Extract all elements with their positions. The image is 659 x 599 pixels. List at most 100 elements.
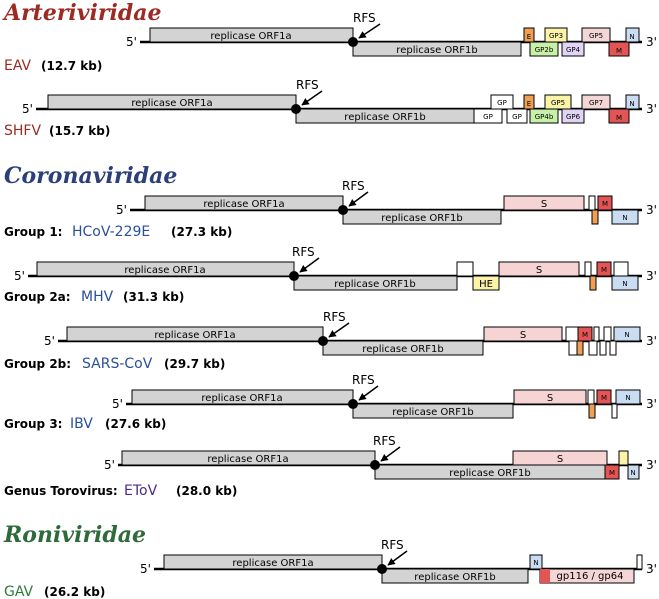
gene-gp3-label: GP3 [549, 32, 563, 40]
orf1a-box [149, 27, 354, 43]
gene-s-label: S [547, 393, 553, 404]
orf1a-label: replicase ORF1a [207, 454, 288, 465]
gene-n [529, 554, 543, 570]
orf1a-label: replicase ORF1a [154, 330, 235, 341]
gene-m [596, 389, 612, 405]
orf1b-label: replicase ORF1b [392, 407, 473, 418]
genome-size: (15.7 kb) [49, 124, 110, 138]
gene-m-label: M [601, 394, 607, 402]
gene-n-label: N [533, 559, 538, 567]
gene-n-label: N [624, 331, 629, 339]
orf1b-box [381, 568, 529, 584]
orf1a-box [36, 261, 295, 277]
gene-e [523, 94, 535, 110]
genome-hcov-229e: 5' 3' replicase ORF1a replicase ORF1b RF… [4, 179, 657, 240]
rfs-label: RFS [296, 78, 319, 92]
gene-n-label: N [629, 33, 634, 41]
gene-accessory-2 [456, 261, 474, 277]
orf1b-label: replicase ORF1b [334, 279, 415, 290]
gene-he [472, 275, 500, 291]
orf1a-box [163, 554, 383, 570]
family-title-roniviridae: Roniviridae [3, 522, 146, 548]
gene-n [611, 275, 639, 291]
rfs-dot [348, 399, 358, 409]
gene-gp5-label: GP5 [589, 32, 603, 40]
gene-i [613, 261, 629, 277]
gene-gp5-label: GP5 [551, 99, 565, 107]
gene-s [512, 450, 608, 466]
gene-m-label: M [616, 47, 622, 55]
orf1b-label: replicase ORF1b [344, 112, 425, 123]
virus-name: EAV [4, 58, 32, 74]
gene-m [608, 108, 630, 124]
gene-m-label: M [609, 469, 615, 477]
gene-n [611, 209, 639, 225]
orf1b-box [293, 275, 458, 291]
orf1b-box [352, 403, 514, 419]
gene-he [618, 450, 629, 466]
gene-gp4b [529, 108, 559, 124]
gene-n-label: N [625, 394, 630, 402]
genome-size: (31.3 kb) [123, 290, 184, 304]
gene-orf4 [636, 554, 643, 570]
gene-accessory-5 [611, 403, 618, 419]
rfs-dot [291, 104, 301, 114]
orf1a-label: replicase ORF1a [201, 393, 282, 404]
gene-n [613, 326, 641, 342]
gene-gp4 [561, 41, 585, 57]
group-label: Group 1: [4, 225, 62, 239]
rfs-dot [377, 564, 387, 574]
three-prime-label: 3' [646, 458, 657, 472]
three-prime-label: 3' [646, 203, 657, 217]
gene-m [597, 195, 613, 211]
virus-name: HCoV-229E [72, 224, 150, 240]
family-title-coronaviridae: Coronaviridae [4, 163, 177, 189]
three-prime-label: 3' [646, 334, 657, 348]
orf1b-label: replicase ORF1b [362, 344, 443, 355]
genome-size: (12.7 kb) [41, 59, 102, 73]
three-prime-label: 3' [646, 35, 657, 49]
gene-accessory-7a [588, 340, 598, 356]
rfs-dot [318, 336, 328, 346]
five-prime-label: 5' [14, 269, 25, 283]
orf1a-label: replicase ORF1a [210, 31, 291, 42]
rfs-label: RFS [373, 434, 396, 448]
genome-eav: 5' 3' replicase ORF1a replicase ORF1b RF… [4, 11, 657, 74]
gene-accessory-3b [568, 340, 578, 356]
three-prime-label: 3' [646, 102, 657, 116]
rfs-dot [370, 460, 380, 470]
rfs-label: RFS [352, 373, 375, 387]
five-prime-label: 5' [140, 562, 151, 576]
orf1a-box [144, 195, 344, 211]
genome-size: (26.2 kb) [44, 585, 105, 599]
gene-m-label: M [601, 266, 607, 274]
five-prime-label: 5' [116, 203, 127, 217]
gene-s [513, 389, 587, 405]
three-prime-label: 3' [646, 562, 657, 576]
genome-gav: 5' 3' replicase ORF1a replicase ORF1b RF… [4, 538, 657, 599]
gene-he-label: HE [479, 279, 493, 290]
five-prime-label: 5' [126, 35, 137, 49]
orf1a-label: replicase ORF1a [131, 98, 212, 109]
orf1b-box [322, 340, 484, 356]
gene-s-label: S [536, 265, 542, 276]
gene-n [625, 94, 640, 110]
genome-mhv: 5' 3' replicase ORF1a replicase ORF1b RF… [4, 245, 657, 305]
rfs-arrow [358, 23, 381, 39]
group-label: Group 2b: [4, 357, 71, 371]
gene-accessory-5 [584, 261, 592, 277]
gene-e [589, 275, 597, 291]
gene-gp-upper-label: GP [497, 99, 507, 107]
genome-size: (27.3 kb) [171, 225, 232, 239]
group-label: Group 2a: [4, 290, 71, 304]
gene-n [625, 27, 640, 43]
group-label: Group 3: [4, 417, 62, 431]
virus-name: MHV [81, 289, 114, 305]
gene-m [608, 41, 630, 57]
virus-name: GAV [4, 584, 34, 599]
gene-s [498, 261, 580, 277]
gene-gp2b-label: GP2b [535, 46, 554, 54]
gene-accessory-6 [593, 326, 600, 342]
gene-accessory-3a [565, 326, 579, 342]
